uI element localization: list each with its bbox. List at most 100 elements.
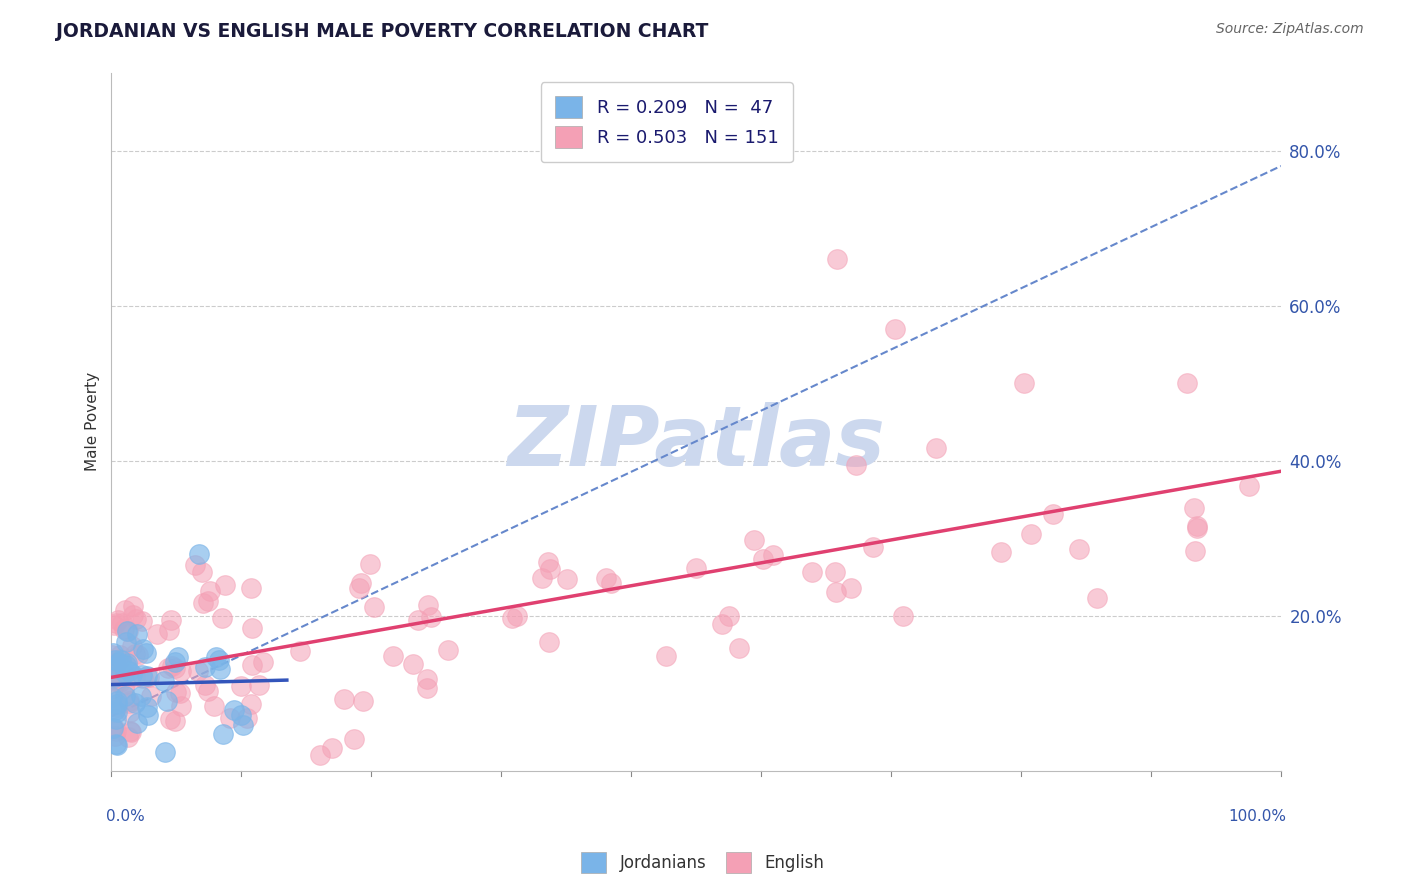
- Point: [685, 560, 707, 574]
- Point: [105, 705, 128, 719]
- Point: [114, 677, 136, 691]
- Point: [884, 322, 907, 336]
- Point: [212, 726, 235, 740]
- Point: [111, 615, 134, 630]
- Point: [416, 598, 439, 612]
- Point: [104, 662, 127, 676]
- Point: [862, 540, 884, 554]
- Point: [170, 664, 193, 678]
- Point: [416, 672, 439, 686]
- Point: [107, 656, 129, 670]
- Point: [801, 566, 824, 580]
- Point: [110, 648, 132, 663]
- Point: [436, 643, 458, 657]
- Point: [187, 665, 209, 679]
- Point: [104, 657, 127, 671]
- Point: [184, 558, 207, 572]
- Point: [845, 458, 868, 472]
- Point: [229, 679, 252, 693]
- Point: [1069, 542, 1091, 557]
- Point: [118, 696, 141, 710]
- Point: [655, 649, 678, 664]
- Text: 0.0%: 0.0%: [105, 809, 145, 824]
- Point: [104, 729, 127, 743]
- Point: [108, 652, 131, 666]
- Point: [990, 545, 1012, 559]
- Point: [1012, 376, 1035, 390]
- Point: [557, 572, 579, 586]
- Point: [104, 669, 127, 683]
- Point: [156, 661, 179, 675]
- Point: [406, 614, 429, 628]
- Point: [124, 647, 146, 661]
- Point: [114, 603, 136, 617]
- Point: [1239, 479, 1261, 493]
- Point: [117, 624, 139, 639]
- Point: [101, 646, 124, 660]
- Point: [101, 690, 124, 704]
- Point: [839, 582, 862, 596]
- Point: [232, 718, 254, 732]
- Point: [198, 584, 221, 599]
- Point: [121, 639, 143, 653]
- Point: [117, 730, 139, 744]
- Point: [824, 565, 846, 579]
- Point: [114, 658, 136, 673]
- Point: [114, 689, 136, 703]
- Point: [197, 683, 219, 698]
- Point: [204, 650, 226, 665]
- Point: [744, 533, 766, 548]
- Point: [104, 703, 127, 717]
- Point: [240, 657, 263, 672]
- Point: [120, 725, 142, 739]
- Point: [103, 721, 125, 735]
- Point: [343, 732, 366, 747]
- Point: [188, 547, 211, 561]
- Legend: R = 0.209   N =  47, R = 0.503   N = 151: R = 0.209 N = 47, R = 0.503 N = 151: [541, 82, 793, 162]
- Y-axis label: Male Poverty: Male Poverty: [86, 372, 100, 471]
- Point: [105, 697, 128, 711]
- Point: [402, 657, 425, 672]
- Point: [219, 711, 242, 725]
- Point: [420, 609, 443, 624]
- Point: [288, 644, 311, 658]
- Point: [127, 627, 149, 641]
- Point: [891, 608, 914, 623]
- Point: [165, 660, 187, 674]
- Point: [247, 678, 270, 692]
- Point: [117, 664, 139, 678]
- Point: [100, 673, 122, 687]
- Point: [595, 571, 617, 585]
- Point: [1187, 520, 1209, 534]
- Point: [111, 665, 134, 680]
- Point: [165, 684, 187, 698]
- Point: [104, 670, 127, 684]
- Point: [194, 660, 217, 674]
- Point: [125, 716, 148, 731]
- Point: [537, 555, 560, 569]
- Point: [138, 670, 160, 684]
- Point: [104, 737, 127, 751]
- Point: [1085, 591, 1108, 605]
- Point: [333, 692, 356, 706]
- Point: [231, 708, 253, 723]
- Text: Source: ZipAtlas.com: Source: ZipAtlas.com: [1216, 22, 1364, 37]
- Point: [352, 694, 374, 708]
- Point: [114, 665, 136, 680]
- Point: [169, 686, 191, 700]
- Point: [197, 594, 219, 608]
- Point: [309, 748, 332, 763]
- Text: ZIPatlas: ZIPatlas: [508, 402, 886, 483]
- Point: [121, 667, 143, 681]
- Point: [1177, 376, 1199, 390]
- Point: [101, 681, 124, 695]
- Point: [101, 672, 124, 686]
- Point: [501, 611, 523, 625]
- Point: [240, 697, 263, 711]
- Point: [1187, 519, 1209, 533]
- Point: [124, 612, 146, 626]
- Point: [211, 610, 233, 624]
- Point: [104, 653, 127, 667]
- Point: [104, 712, 127, 726]
- Point: [136, 668, 159, 682]
